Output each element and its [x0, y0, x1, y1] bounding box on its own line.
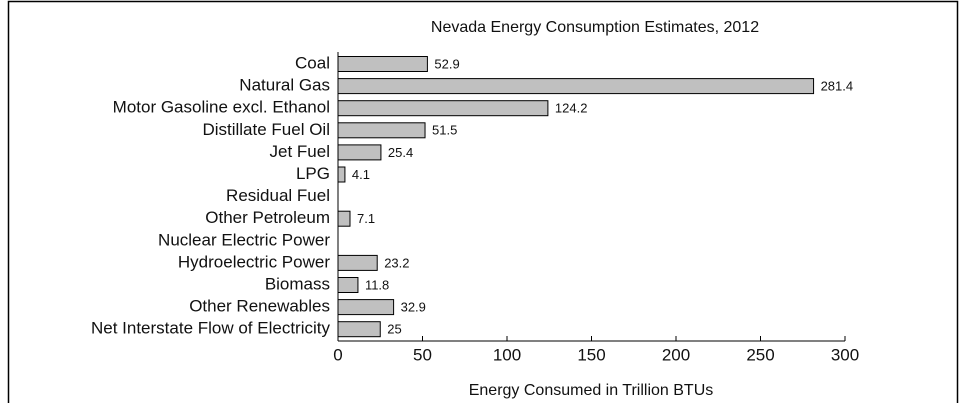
- y-tick-label: Nuclear Electric Power: [158, 230, 330, 249]
- y-tick-label: Net Interstate Flow of Electricity: [91, 319, 331, 338]
- value-label: 23.2: [384, 255, 409, 270]
- value-label: 25.4: [388, 145, 413, 160]
- bar: [337, 100, 549, 117]
- bar: [337, 299, 395, 316]
- x-tick-label: 50: [413, 345, 432, 364]
- y-tick-label: Natural Gas: [239, 76, 330, 95]
- value-label: 281.4: [821, 79, 854, 94]
- bar: [337, 144, 382, 161]
- value-label: 51.5: [432, 123, 457, 138]
- x-tick-label: 200: [662, 345, 690, 364]
- value-label: 7.1: [357, 211, 375, 226]
- value-label: 11.8: [365, 277, 389, 292]
- bar: [337, 166, 346, 183]
- frame: [7, 0, 959, 403]
- x-tick-label: 300: [831, 345, 859, 364]
- y-tick-label: LPG: [296, 164, 330, 183]
- bar: [337, 210, 351, 227]
- value-label: 25: [387, 322, 401, 337]
- y-tick-label: Biomass: [265, 274, 330, 293]
- y-tick-label: Other Renewables: [189, 297, 330, 316]
- value-label: 52.9: [434, 56, 459, 71]
- y-tick-label: Motor Gasoline excl. Ethanol: [113, 98, 330, 117]
- y-tick-label: Other Petroleum: [205, 208, 330, 227]
- bar: [337, 254, 378, 271]
- x-axis-label: Energy Consumed in Trillion BTUs: [469, 382, 714, 399]
- y-tick-label: Distillate Fuel Oil: [202, 120, 330, 139]
- bar: [337, 122, 426, 139]
- y-tick-label: Hydroelectric Power: [178, 252, 330, 271]
- x-tick-label: 150: [577, 345, 605, 364]
- bar: [337, 56, 428, 72]
- x-tick-label: 250: [746, 345, 774, 364]
- chart-title: Nevada Energy Consumption Estimates, 201…: [431, 19, 759, 36]
- x-tick-label: 100: [493, 345, 521, 364]
- value-label: 32.9: [401, 300, 426, 315]
- x-tick-label: 0: [333, 345, 342, 364]
- y-tick-label: Jet Fuel: [270, 142, 330, 161]
- y-tick-label: Residual Fuel: [226, 186, 330, 205]
- value-label: 4.1: [352, 167, 370, 182]
- value-label: 124.2: [555, 101, 588, 116]
- bar: [337, 78, 815, 95]
- bar: [337, 321, 381, 338]
- bar: [337, 277, 359, 293]
- y-tick-label: Coal: [295, 53, 330, 72]
